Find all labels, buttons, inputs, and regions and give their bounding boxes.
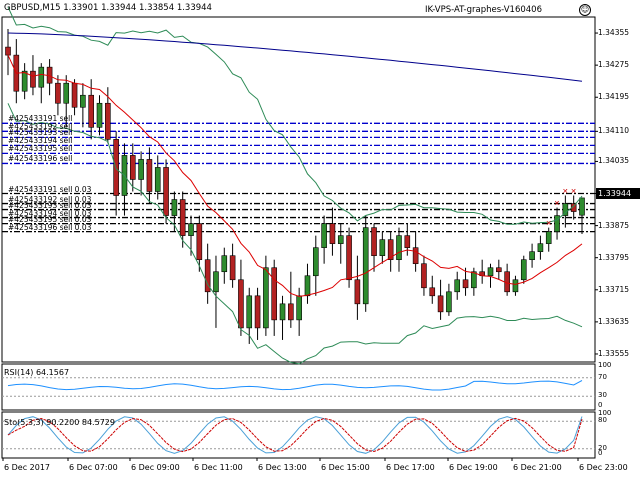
price-label: 1.33635 — [598, 316, 630, 326]
time-label: 6 Dec 21:00 — [513, 463, 562, 472]
symbol-info: GBPUSD,M15 1.33901 1.33944 1.33854 1.339… — [4, 3, 212, 13]
time-label: 6 Dec 19:00 — [449, 463, 498, 472]
svg-text:✕: ✕ — [554, 200, 560, 208]
order-label: #425433191 sell 0.03 — [8, 184, 92, 194]
order-label: #425433196 sell 0.03 — [8, 222, 92, 232]
indicator-level: 100 — [598, 409, 612, 417]
order-label: #425433194 sell 0.03 — [8, 208, 92, 218]
order-label: #425433192 sell 0.03 — [8, 194, 92, 204]
time-label: 6 Dec 13:00 — [258, 463, 307, 472]
order-label: #425433191 sell — [8, 114, 73, 124]
indicator-level: 20 — [598, 443, 607, 452]
indicator-level: 30 — [598, 391, 607, 400]
candles — [5, 29, 585, 344]
time-label: 6 Dec 17:00 — [386, 463, 435, 472]
order-label: #425433192 sell — [8, 122, 73, 132]
indicator-level: 70 — [598, 372, 607, 381]
ma-fast — [7, 54, 583, 298]
order-label: #425433195 sell — [8, 144, 73, 154]
rsi-label: RSI(14) 64.1567 — [4, 368, 70, 377]
price-label: 1.34355 — [598, 28, 630, 38]
bollinger-upper — [7, 6, 583, 225]
bollinger-lower — [7, 103, 583, 365]
stochastic-label: Sto(5,3,3) 90.2200 84.5729 — [4, 418, 115, 427]
current-price-tag: 1.33944 — [596, 188, 640, 199]
price-label: 1.33875 — [598, 220, 630, 230]
price-label: 1.33555 — [598, 348, 630, 358]
svg-text:✕: ✕ — [571, 188, 577, 196]
expert-name: IK-VPS-AT-graphes-V160406 — [425, 5, 542, 15]
indicator-level: 100 — [598, 361, 612, 369]
order-label: #425433193 sell 0.03 — [8, 200, 92, 210]
order-label: #425433196 sell — [8, 154, 73, 164]
price-label: 1.33795 — [598, 252, 630, 262]
time-label: 6 Dec 07:00 — [69, 463, 118, 472]
time-label: 6 Dec 09:00 — [131, 463, 180, 472]
time-label: 6 Dec 2017 — [4, 463, 51, 472]
svg-text:✕: ✕ — [546, 220, 552, 228]
indicator-level: 0 — [598, 401, 603, 409]
time-label: 6 Dec 23:00 — [579, 463, 628, 472]
price-label: 1.33715 — [598, 284, 630, 294]
price-label: 1.34035 — [598, 156, 630, 166]
indicator-level: 0 — [598, 449, 603, 457]
indicator-level: 80 — [598, 416, 607, 425]
ma-slow — [7, 32, 583, 82]
order-label: #425433194 sell — [8, 136, 73, 146]
price-label: 1.34110 — [598, 126, 630, 136]
order-label: #425433193 sell — [8, 128, 73, 138]
svg-text:✕: ✕ — [562, 188, 568, 196]
price-label: 1.34195 — [598, 92, 630, 102]
smiley-face-icon[interactable]: ☺ — [579, 4, 591, 16]
price-label: 1.34275 — [598, 60, 630, 70]
time-label: 6 Dec 11:00 — [194, 463, 243, 472]
time-label: 6 Dec 15:00 — [321, 463, 370, 472]
order-label: #425433195 sell 0.03 — [8, 214, 92, 224]
